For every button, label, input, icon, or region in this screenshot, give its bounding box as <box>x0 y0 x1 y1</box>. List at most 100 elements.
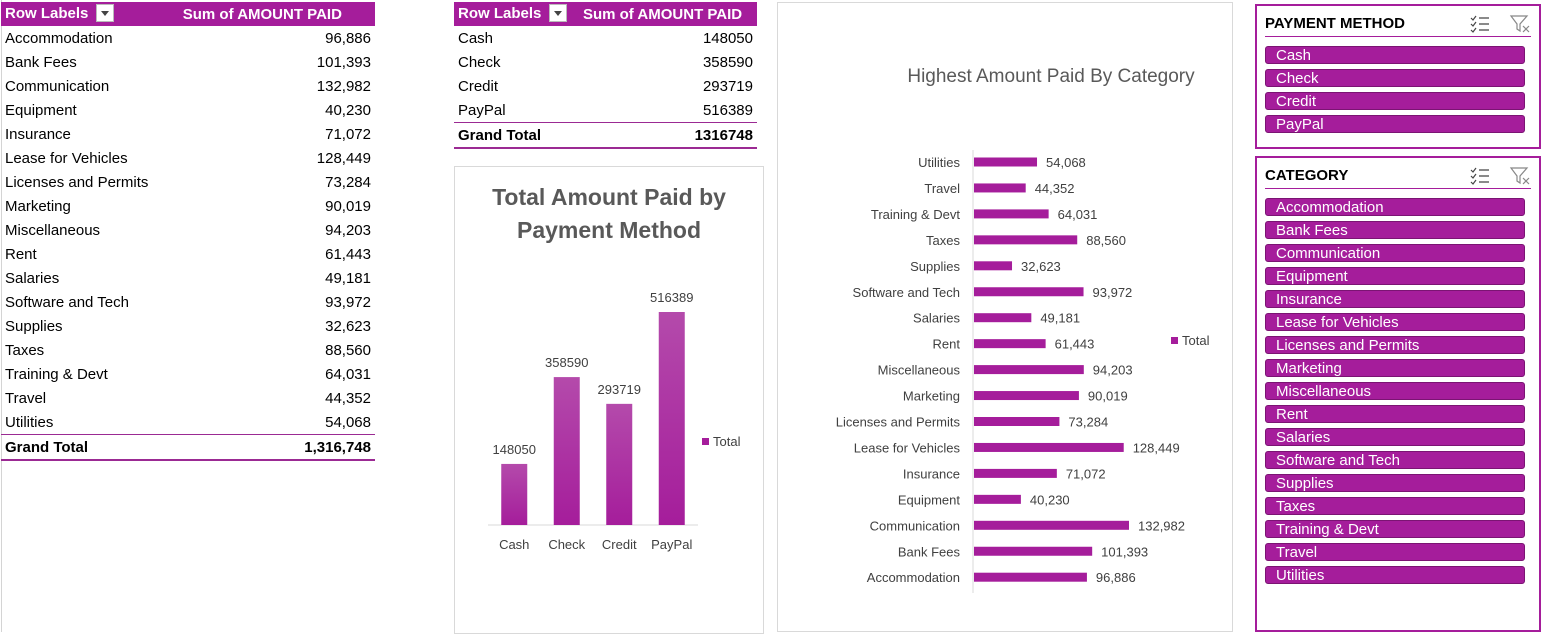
slicer-item[interactable]: Equipment <box>1265 267 1525 285</box>
slicer-title: PAYMENT METHOD <box>1265 15 1406 32</box>
row-label: Communication <box>5 77 110 95</box>
y-tick-label: Marketing <box>903 389 960 404</box>
payment-method-pivot-table[interactable]: Row Labels Sum of AMOUNT PAID Cash 148050… <box>454 2 757 149</box>
grand-total-row[interactable]: Grand Total 1,316,748 <box>1 434 375 461</box>
category-slicer[interactable]: CATEGORY Accommodation Bank Fees Communica… <box>1255 156 1541 632</box>
slicer-item[interactable]: Licenses and Permits <box>1265 336 1525 354</box>
slicer-item[interactable]: Credit <box>1265 92 1525 110</box>
pivot-row[interactable]: Credit 293719 <box>454 74 757 98</box>
pivot-row[interactable]: Accommodation 96,886 <box>1 26 375 50</box>
slicer-item[interactable]: Cash <box>1265 46 1525 64</box>
multi-select-icon[interactable] <box>1469 166 1491 186</box>
row-value: 101,393 <box>316 53 371 71</box>
pivot-row[interactable]: Lease for Vehicles 128,449 <box>1 146 375 170</box>
chart-title: Highest Amount Paid By Category <box>907 66 1195 87</box>
y-tick-label: Supplies <box>910 259 960 274</box>
pivot-row[interactable]: Utilities 54,068 <box>1 410 375 435</box>
pivot-row[interactable]: Insurance 71,072 <box>1 122 375 146</box>
pivot-row[interactable]: PayPal 516389 <box>454 98 757 123</box>
row-value: 64,031 <box>325 365 371 383</box>
multi-select-icon[interactable] <box>1469 14 1491 34</box>
slicer-item[interactable]: Software and Tech <box>1265 451 1525 469</box>
slicer-item[interactable]: Insurance <box>1265 290 1525 308</box>
filter-dropdown-icon[interactable] <box>96 4 115 23</box>
slicer-item[interactable]: Marketing <box>1265 359 1525 377</box>
pivot-row[interactable]: Rent 61,443 <box>1 242 375 266</box>
pivot-row[interactable]: Equipment 40,230 <box>1 98 375 122</box>
row-label: Credit <box>458 77 499 95</box>
y-tick-label: Accommodation <box>867 570 960 585</box>
values-header[interactable]: Sum of AMOUNT PAID <box>578 2 757 26</box>
pivot-row[interactable]: Licenses and Permits 73,284 <box>1 170 375 194</box>
grand-total-row[interactable]: Grand Total 1316748 <box>454 122 757 149</box>
bar <box>974 235 1078 245</box>
row-labels-header[interactable]: Row Labels <box>1 2 179 26</box>
clear-filter-icon[interactable] <box>1509 166 1531 186</box>
slicer-item[interactable]: Utilities <box>1265 566 1525 584</box>
slicer-item[interactable]: Lease for Vehicles <box>1265 313 1525 331</box>
pivot-row[interactable]: Software and Tech 93,972 <box>1 290 375 314</box>
pivot-row[interactable]: Taxes 88,560 <box>1 338 375 362</box>
slicer-item[interactable]: Accommodation <box>1265 198 1525 216</box>
category-chart[interactable]: Highest Amount Paid By Category Utilitie… <box>777 2 1233 632</box>
pivot-row[interactable]: Miscellaneous 94,203 <box>1 218 375 242</box>
payment-method-chart[interactable]: Total Amount Paid by Payment Method 1480… <box>454 166 764 634</box>
category-pivot-table[interactable]: Row Labels Sum of AMOUNT PAID Accommodat… <box>1 2 375 461</box>
row-value: 73,284 <box>325 173 371 191</box>
data-label: 516389 <box>650 290 693 305</box>
y-tick-label: Bank Fees <box>898 544 961 559</box>
data-label: 93,972 <box>1093 285 1133 300</box>
slicer-item[interactable]: Miscellaneous <box>1265 382 1525 400</box>
slicer-item[interactable]: Supplies <box>1265 474 1525 492</box>
row-value: 93,972 <box>325 293 371 311</box>
slicer-item[interactable]: Taxes <box>1265 497 1525 515</box>
row-label: Rent <box>5 245 37 263</box>
y-tick-label: Equipment <box>898 492 961 507</box>
slicer-item[interactable]: Travel <box>1265 543 1525 561</box>
row-labels-header[interactable]: Row Labels <box>454 2 579 26</box>
y-tick-label: Rent <box>933 337 961 352</box>
pivot-row[interactable]: Marketing 90,019 <box>1 194 375 218</box>
pivot-row[interactable]: Communication 132,982 <box>1 74 375 98</box>
pivot-row[interactable]: Cash 148050 <box>454 26 757 50</box>
pivot-row[interactable]: Salaries 49,181 <box>1 266 375 290</box>
row-value: 132,982 <box>316 77 371 95</box>
slicer-item[interactable]: Check <box>1265 69 1525 87</box>
y-tick-label: Training & Devt <box>871 207 960 222</box>
slicer-item[interactable]: Salaries <box>1265 428 1525 446</box>
filter-dropdown-icon[interactable] <box>549 4 568 23</box>
pivot-row[interactable]: Travel 44,352 <box>1 386 375 410</box>
bar <box>974 287 1084 297</box>
row-label: Insurance <box>5 125 71 143</box>
data-label: 49,181 <box>1040 311 1080 326</box>
slicer-item[interactable]: Communication <box>1265 244 1525 262</box>
data-label: 64,031 <box>1058 207 1098 222</box>
slicer-header: PAYMENT METHOD <box>1265 14 1531 37</box>
slicer-item[interactable]: Training & Devt <box>1265 520 1525 538</box>
pivot-row[interactable]: Bank Fees 101,393 <box>1 50 375 74</box>
legend-swatch <box>702 438 709 445</box>
x-tick-label: Check <box>548 537 585 552</box>
payment-method-slicer[interactable]: PAYMENT METHOD Cash Check Credit PayPal <box>1255 4 1541 149</box>
row-label: Taxes <box>5 341 45 359</box>
pivot-row[interactable]: Supplies 32,623 <box>1 314 375 338</box>
row-label: Lease for Vehicles <box>5 149 128 167</box>
data-label: 40,230 <box>1030 492 1070 507</box>
row-value: 516389 <box>702 101 753 119</box>
data-label: 32,623 <box>1021 259 1061 274</box>
row-label: Accommodation <box>5 29 113 47</box>
bar <box>974 261 1013 271</box>
clear-filter-icon[interactable] <box>1509 14 1531 34</box>
y-tick-label: Lease for Vehicles <box>854 440 961 455</box>
bar <box>974 520 1129 530</box>
data-label: 94,203 <box>1093 363 1133 378</box>
slicer-item[interactable]: Rent <box>1265 405 1525 423</box>
data-label: 44,352 <box>1035 181 1075 196</box>
grand-total-value: 1316748 <box>578 122 757 149</box>
pivot-row[interactable]: Check 358590 <box>454 50 757 74</box>
pivot-row[interactable]: Training & Devt 64,031 <box>1 362 375 386</box>
slicer-item[interactable]: PayPal <box>1265 115 1525 133</box>
values-header[interactable]: Sum of AMOUNT PAID <box>178 2 375 26</box>
slicer-item[interactable]: Bank Fees <box>1265 221 1525 239</box>
bar <box>974 157 1038 167</box>
